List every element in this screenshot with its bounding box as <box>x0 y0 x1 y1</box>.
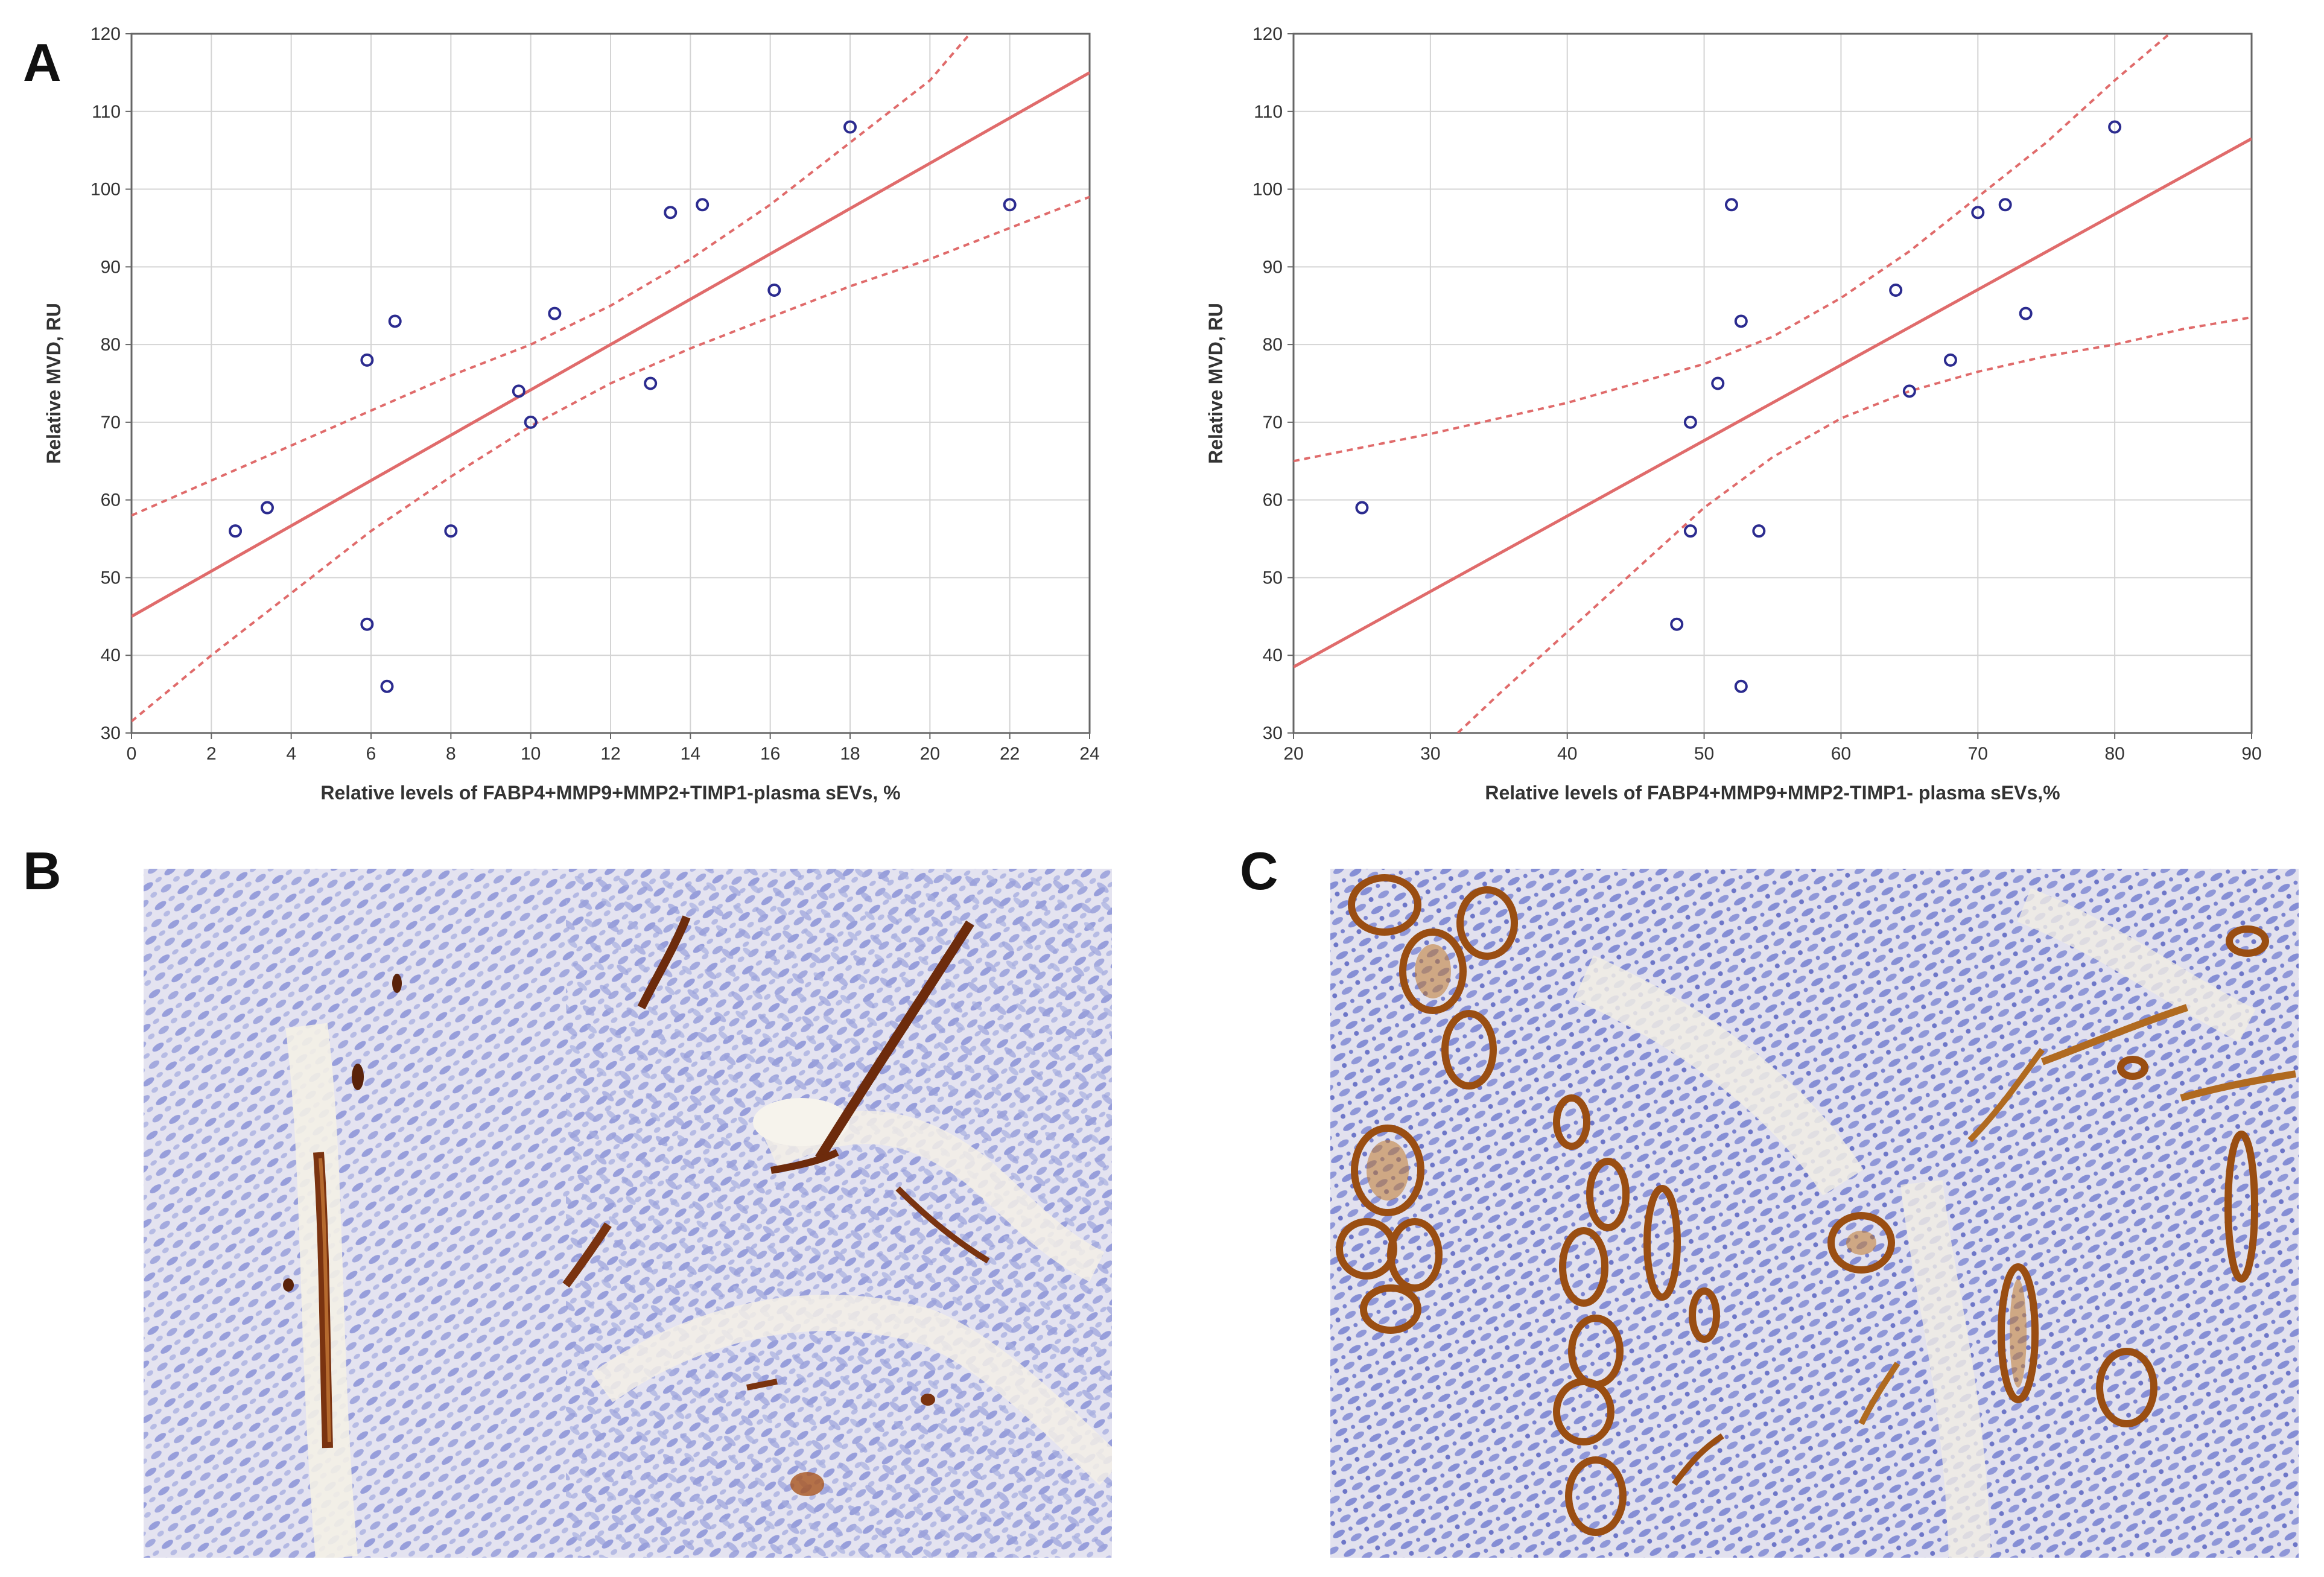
panel-label-c: C <box>1240 841 1278 901</box>
data-point <box>229 524 243 538</box>
data-point <box>664 206 678 220</box>
data-point <box>1752 524 1766 538</box>
y-tick-label: 80 <box>1263 335 1283 355</box>
data-point <box>1670 617 1684 631</box>
x-tick-label: 16 <box>760 744 780 764</box>
plot-area <box>1294 34 2252 733</box>
y-tick-label: 50 <box>101 568 121 588</box>
x-tick-label: 60 <box>1831 744 1851 764</box>
data-point <box>1355 501 1369 515</box>
scatter-chart-left: 0 2 4 6 8 10 12 14 16 18 20 22 243040506070809010011… <box>43 24 1100 804</box>
x-axis-label: Relative levels of FABP4+MMP9+MMP2+TIMP1… <box>320 782 900 804</box>
data-point <box>1943 353 1957 367</box>
x-tick-label: 4 <box>286 744 296 764</box>
data-point <box>524 415 538 429</box>
confidence-band-upper <box>1294 34 2171 463</box>
x-tick-label: 20 <box>920 744 940 764</box>
y-tick-label: 60 <box>101 490 121 510</box>
data-point <box>696 198 710 212</box>
data-point <box>360 353 374 367</box>
x-tick-label: 80 <box>2104 744 2124 764</box>
y-tick-label: 30 <box>101 723 121 743</box>
x-tick-label: 30 <box>1420 744 1440 764</box>
x-tick-label: 8 <box>446 744 456 764</box>
data-point <box>444 524 458 538</box>
x-tick-label: 18 <box>840 744 860 764</box>
x-tick-label: 70 <box>1968 744 1988 764</box>
scatter-chart-right: 20 30 40 50 60 70 80 9030405060708090100110120R… <box>1205 24 2262 804</box>
x-tick-label: 90 <box>2241 744 2261 764</box>
x-tick-label: 12 <box>600 744 620 764</box>
data-point <box>512 384 525 398</box>
micrograph-b <box>144 869 1112 1558</box>
confidence-band-lower <box>132 195 1090 723</box>
panel-label-a: A <box>23 33 62 92</box>
y-tick-label: 70 <box>101 413 121 433</box>
data-point <box>360 617 374 631</box>
x-axis-label: Relative levels of FABP4+MMP9+MMP2-TIMP1… <box>1485 782 2060 804</box>
x-tick-label: 22 <box>1000 744 1020 764</box>
data-point <box>1734 314 1748 328</box>
confidence-band-lower <box>1456 316 2252 733</box>
y-tick-label: 40 <box>101 646 121 665</box>
regression-line <box>132 71 1090 618</box>
data-point <box>1998 198 2012 212</box>
data-point <box>2108 120 2122 134</box>
data-point <box>767 283 781 297</box>
micrograph-c <box>1330 869 2299 1558</box>
x-tick-label: 2 <box>206 744 217 764</box>
confidence-band-upper <box>132 34 971 517</box>
series-group <box>132 34 1090 723</box>
data-point <box>1902 384 1916 398</box>
data-point <box>1683 415 1697 429</box>
y-tick-label: 100 <box>90 180 121 200</box>
data-point <box>1003 198 1017 212</box>
series-group <box>1294 34 2252 733</box>
x-tick-label: 20 <box>1283 744 1303 764</box>
x-tick-label: 10 <box>521 744 541 764</box>
y-tick-label: 70 <box>1263 413 1283 433</box>
regression-line <box>1294 137 2252 668</box>
data-point <box>644 376 658 390</box>
data-point <box>548 306 562 320</box>
y-axis-label: Relative MVD, RU <box>43 303 65 464</box>
y-tick-label: 50 <box>1263 568 1283 588</box>
data-point <box>388 314 402 328</box>
y-tick-label: 90 <box>1263 257 1283 277</box>
y-tick-label: 30 <box>1263 723 1283 743</box>
panel-label-b: B <box>23 841 62 901</box>
y-tick-label: 120 <box>1252 24 1283 44</box>
x-tick-label: 14 <box>681 744 700 764</box>
data-point <box>1889 283 1903 297</box>
y-tick-label: 100 <box>1252 180 1283 200</box>
y-tick-label: 60 <box>1263 490 1283 510</box>
y-tick-label: 40 <box>1263 646 1283 665</box>
data-point <box>1734 679 1748 693</box>
data-point <box>1711 376 1725 390</box>
y-tick-label: 110 <box>1254 102 1283 122</box>
x-tick-label: 0 <box>127 744 137 764</box>
y-axis-label: Relative MVD, RU <box>1205 303 1227 464</box>
data-point <box>843 120 857 134</box>
data-point <box>380 679 394 693</box>
data-point <box>260 501 274 515</box>
y-tick-label: 80 <box>101 335 121 355</box>
data-point <box>1724 198 1738 212</box>
y-tick-label: 110 <box>92 102 121 122</box>
data-point <box>1971 206 1985 220</box>
x-tick-label: 40 <box>1557 744 1577 764</box>
x-tick-label: 50 <box>1694 744 1714 764</box>
data-point <box>1683 524 1697 538</box>
y-tick-label: 90 <box>101 257 121 277</box>
plot-frame <box>1292 33 2253 734</box>
data-point <box>2019 306 2033 320</box>
y-tick-label: 120 <box>90 24 121 44</box>
x-tick-label: 6 <box>366 744 376 764</box>
x-tick-label: 24 <box>1079 744 1099 764</box>
